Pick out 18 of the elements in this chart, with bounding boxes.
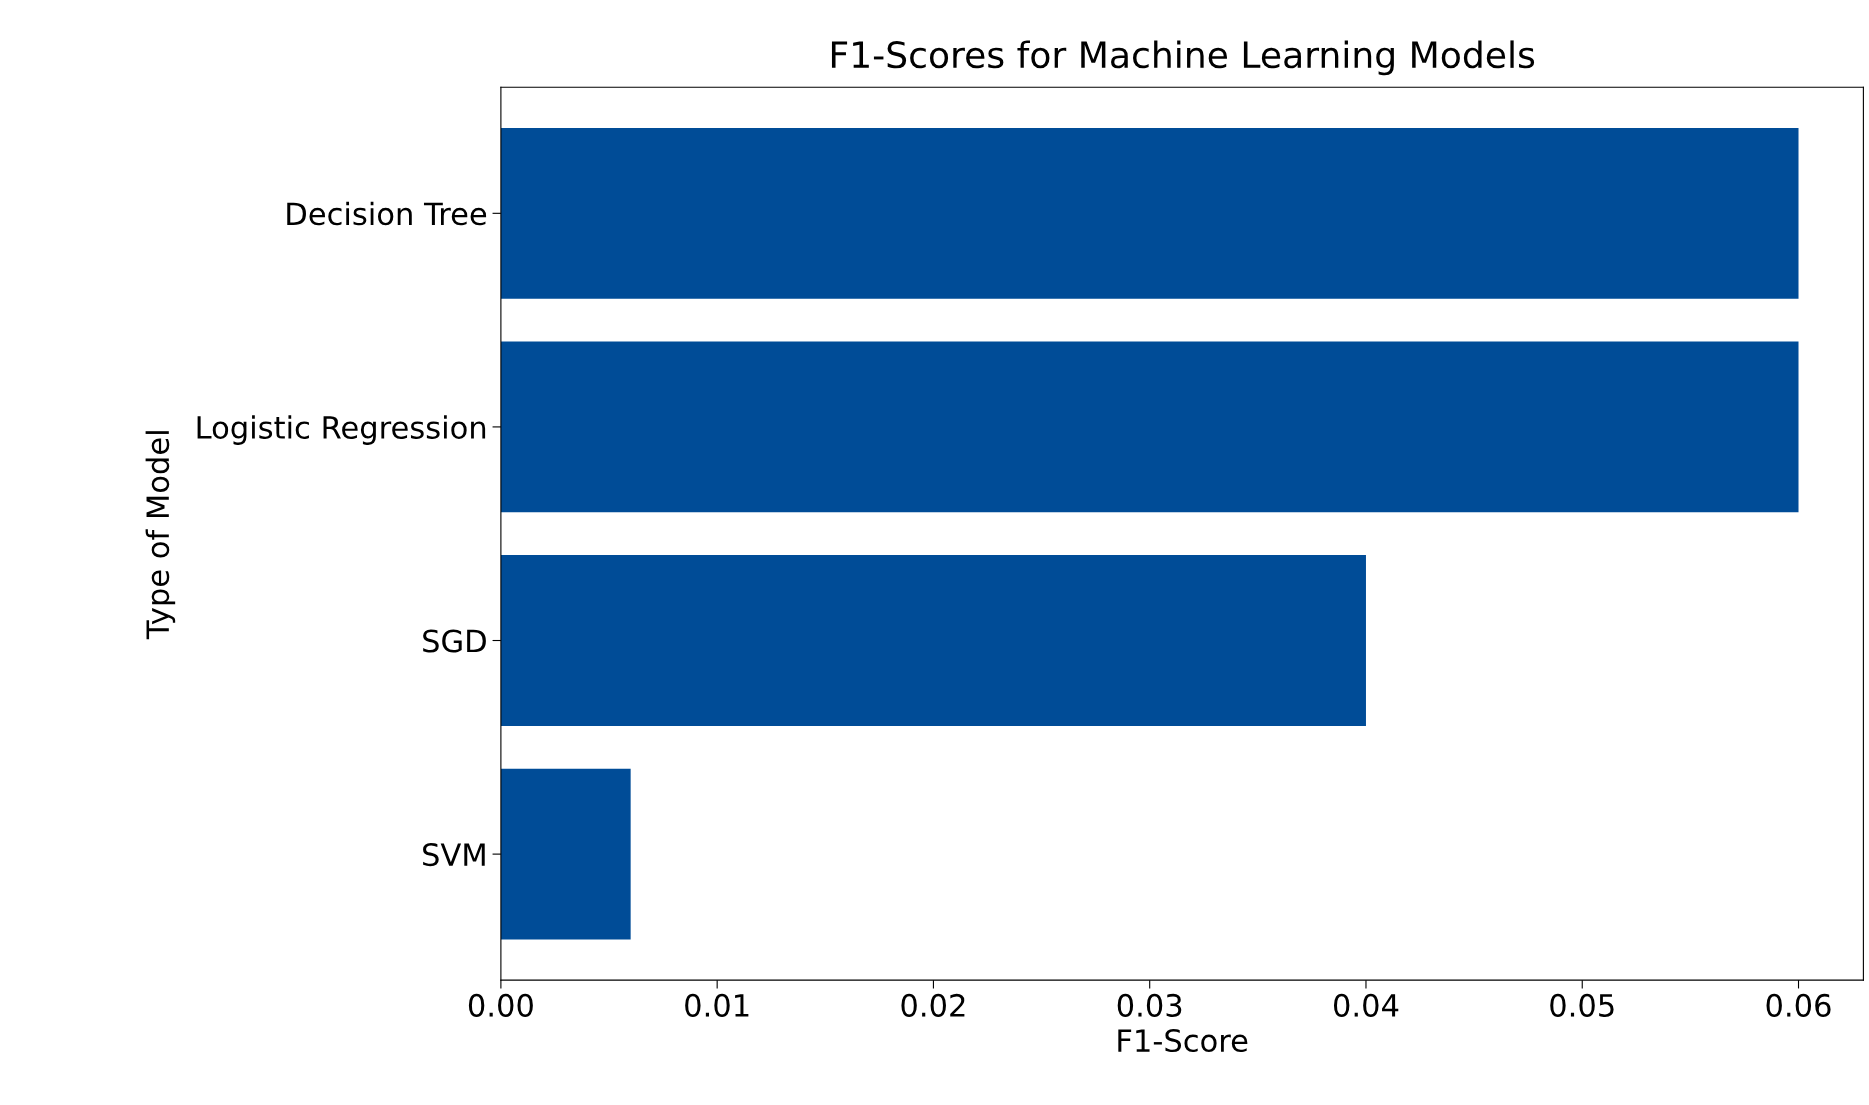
bar bbox=[500, 555, 1366, 726]
x-tick-label: 0.01 bbox=[685, 993, 749, 1017]
x-tick-label: 0.04 bbox=[1333, 993, 1399, 1017]
chart-title: F1-Scores for Machine Learning Models bbox=[831, 40, 1535, 76]
y-axis-title: Type of Model bbox=[145, 431, 176, 640]
x-tick-label: 0.05 bbox=[1550, 993, 1614, 1017]
bar bbox=[500, 341, 1799, 513]
x-tick-label: 0.00 bbox=[468, 993, 533, 1017]
x-tick-label: 0.03 bbox=[1117, 993, 1182, 1017]
y-tick-label: SGD bbox=[423, 629, 486, 653]
x-axis-title: F1-Score bbox=[1118, 1029, 1248, 1053]
y-tick-label: SVM bbox=[423, 843, 485, 867]
x-tick-label: 0.02 bbox=[901, 993, 965, 1017]
y-tick-label: Logistic Regression bbox=[197, 415, 486, 445]
y-tick-label: Decision Tree bbox=[287, 201, 487, 226]
x-tick-label: 0.06 bbox=[1766, 993, 1831, 1017]
bar bbox=[500, 768, 631, 940]
bar bbox=[500, 127, 1799, 299]
